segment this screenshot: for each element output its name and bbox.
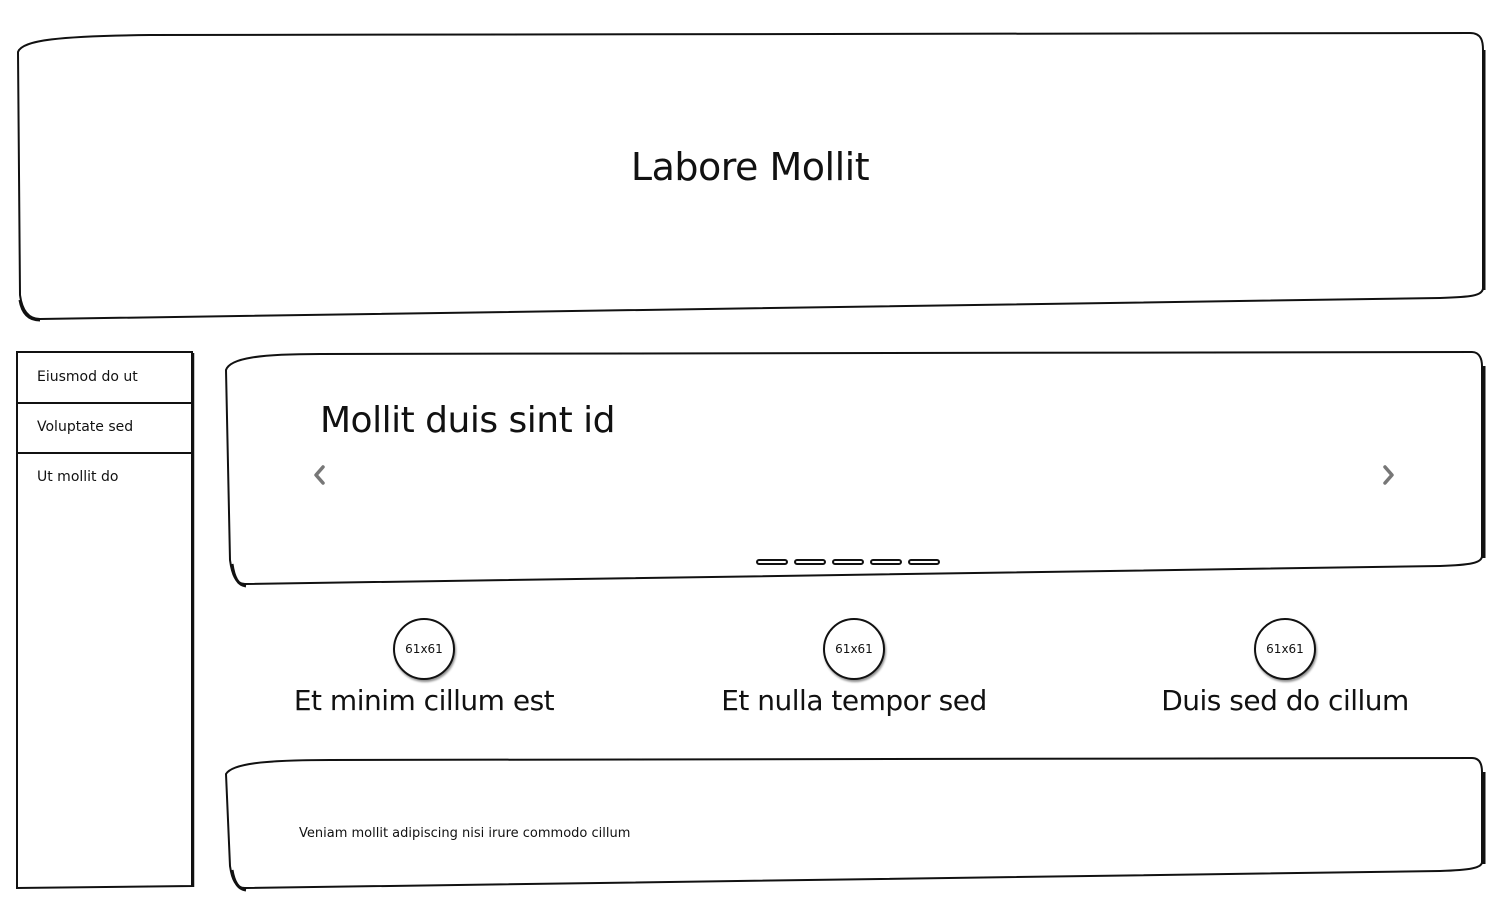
sidebar-item-label: Ut mollit do <box>37 469 119 485</box>
feature-title: Et nulla tempor sed <box>721 684 987 717</box>
carousel-heading: Mollit duis sint id <box>320 400 616 441</box>
sidebar-item-voluptate[interactable]: Voluptate sed <box>17 403 191 452</box>
feature-title: Et minim cillum est <box>293 684 555 717</box>
sidebar-item-label: Voluptate sed <box>37 419 134 435</box>
feature-title: Duis sed do cillum <box>1161 684 1409 717</box>
image-size-label: 61x61 <box>405 642 443 656</box>
carousel-prev-button[interactable] <box>308 463 332 487</box>
chevron-right-icon <box>1383 465 1394 485</box>
carousel-indicator[interactable] <box>908 559 940 565</box>
carousel-indicators <box>756 559 940 565</box>
image-size-label: 61x61 <box>1266 642 1304 656</box>
feature-item: 61x61 Et minim cillum est <box>224 618 624 717</box>
page-title: Labore Mollit <box>630 145 870 189</box>
image-placeholder: 61x61 <box>393 618 455 680</box>
image-placeholder: 61x61 <box>823 618 885 680</box>
sidebar-item-ut-mollit[interactable]: Ut mollit do <box>17 453 191 502</box>
carousel-indicator[interactable] <box>832 559 864 565</box>
carousel-indicator[interactable] <box>870 559 902 565</box>
image-size-label: 61x61 <box>835 642 873 656</box>
sidebar-item-label: Eiusmod do ut <box>37 369 138 385</box>
sidebar-divider <box>17 452 191 454</box>
image-placeholder: 61x61 <box>1254 618 1316 680</box>
footer-text: Veniam mollit adipiscing nisi irure comm… <box>299 826 631 841</box>
feature-item: 61x61 Et nulla tempor sed <box>654 618 1054 717</box>
carousel-indicator[interactable] <box>756 559 788 565</box>
sidebar-divider <box>17 402 191 404</box>
carousel-next-button[interactable] <box>1376 463 1400 487</box>
sidebar-item-eiusmod[interactable]: Eiusmod do ut <box>17 353 191 402</box>
feature-item: 61x61 Duis sed do cillum <box>1085 618 1485 717</box>
carousel-indicator[interactable] <box>794 559 826 565</box>
chevron-left-icon <box>314 465 325 485</box>
